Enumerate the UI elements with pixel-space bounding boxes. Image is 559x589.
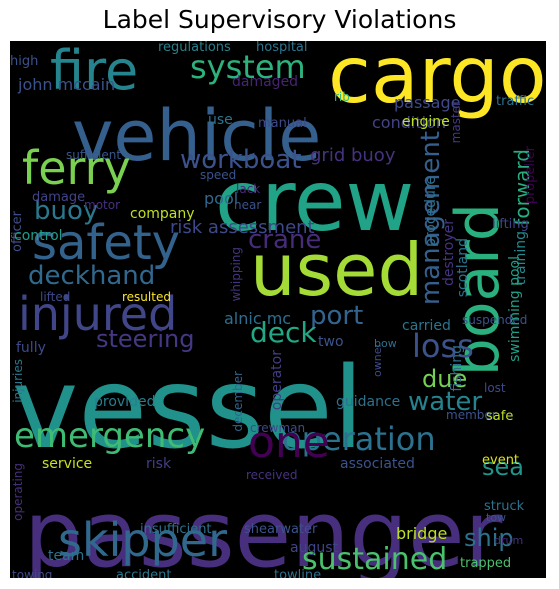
word-towing: towing — [12, 568, 53, 578]
word-trapped: trapped — [460, 556, 512, 571]
word-lifting: lifting — [492, 217, 529, 232]
word-loss: loss — [412, 327, 474, 365]
word-accident: accident — [116, 568, 172, 578]
word-destroyer: destroyer — [441, 219, 457, 286]
word-condition: condition — [372, 113, 446, 132]
word-traffic: traffic — [496, 94, 535, 109]
word-bow: bow — [374, 337, 397, 350]
word-pool: pool — [204, 189, 239, 208]
word-fire: fire — [50, 41, 139, 102]
word-associated: associated — [340, 456, 415, 472]
word-manual: manual — [258, 116, 307, 131]
word-alnic-mc: alnic mc — [224, 309, 292, 328]
word-propeller: propeller — [523, 146, 538, 205]
word-crewman: crewman — [250, 421, 306, 435]
word-ferry: ferry — [22, 141, 131, 195]
word-guidance: guidance — [336, 394, 401, 410]
word-december: december — [231, 371, 245, 432]
word-resulted: resulted — [122, 290, 171, 304]
word-due: due — [422, 365, 468, 393]
word-lifted: lifted — [40, 290, 71, 304]
word-john-mccain: john mccain — [18, 75, 116, 94]
word-injured: injured — [18, 287, 178, 341]
word-master: master — [449, 101, 463, 144]
word-one: one — [248, 417, 330, 468]
word-drum: drum — [494, 534, 524, 547]
word-fishing: fishing — [449, 345, 465, 392]
word-emergency: emergency — [14, 416, 206, 456]
word-lack: lack — [236, 182, 261, 196]
word-grid-buoy: grid buoy — [310, 145, 396, 166]
word-steering: steering — [96, 325, 195, 353]
word-used: used — [250, 228, 424, 312]
word-motor: motor — [84, 198, 121, 212]
word-member: member — [446, 408, 497, 422]
word-service: service — [42, 456, 93, 472]
word-water: water — [408, 387, 483, 417]
word-sustained: sustained — [302, 542, 448, 577]
word-provided: provided — [94, 394, 156, 410]
word-operator: operator — [269, 350, 285, 411]
word-carried: carried — [402, 318, 451, 334]
word-safety: safety — [32, 215, 181, 271]
word-hospital: hospital — [256, 41, 308, 55]
word-risk-assessment: risk assessment — [170, 217, 315, 238]
word-port: port — [310, 301, 364, 331]
word-two: two — [318, 334, 344, 350]
word-deck: deck — [250, 316, 317, 349]
word-high: high — [10, 54, 39, 69]
word-vessel: vessel — [12, 344, 364, 474]
word-system: system — [190, 48, 306, 86]
word-operating: operating — [11, 463, 25, 521]
word-workboat: workboat — [180, 145, 302, 175]
word-operation: operation — [282, 420, 436, 458]
word-speed: speed — [200, 168, 237, 182]
word-shearwater: shearwater — [244, 522, 318, 537]
word-rib: rib — [334, 90, 350, 104]
word-engine: engine — [402, 114, 450, 130]
word-buoy: buoy — [34, 196, 99, 226]
word-sea: sea — [482, 453, 524, 481]
word-damaged: damaged — [232, 74, 299, 90]
word-safe: safe — [486, 409, 514, 424]
word-fully: fully — [16, 340, 46, 356]
word-vehicle: vehicle — [72, 95, 322, 177]
word-towline: towline — [274, 568, 322, 578]
page-title: Label Supervisory Violations — [102, 5, 457, 34]
word-tow: tow — [486, 511, 507, 524]
word-deckhand: deckhand — [28, 261, 156, 291]
word-august: august — [290, 540, 338, 556]
word-swimming-pool: swimming pool — [507, 256, 523, 362]
word-struck: struck — [484, 499, 525, 514]
word-risk: risk — [146, 456, 172, 472]
word-cargo: cargo — [328, 41, 546, 121]
word-team: team — [48, 548, 85, 564]
word-passage: passage — [394, 93, 461, 112]
word-lost: lost — [484, 381, 506, 395]
word-crane: crane — [248, 225, 322, 255]
word-whipping: whipping — [229, 247, 243, 302]
word-use: use — [208, 112, 233, 128]
word-control: control — [14, 228, 63, 244]
word-ship: ship — [464, 524, 514, 552]
word-damage: damage — [32, 190, 86, 205]
word-injuries: injuries — [11, 359, 25, 403]
word-cloud: vessel passenger vehicle crew cargo used… — [10, 41, 546, 578]
word-procedure: procedure — [423, 176, 439, 248]
word-received: received — [246, 468, 298, 482]
word-crew: crew — [215, 152, 415, 250]
word-company: company — [130, 206, 195, 222]
word-near: near — [234, 198, 262, 212]
word-passenger: passenger — [24, 481, 503, 579]
word-bridge: bridge — [396, 524, 448, 543]
word-event: event — [482, 453, 520, 468]
word-regulations: regulations — [158, 41, 231, 55]
word-skipper: skipper — [58, 513, 227, 567]
word-insufficient: insufficient — [140, 522, 212, 537]
word-sufficient: sufficient — [66, 148, 122, 162]
word-suspended: suspended — [462, 313, 528, 327]
word-scotland: scotland — [455, 238, 471, 298]
